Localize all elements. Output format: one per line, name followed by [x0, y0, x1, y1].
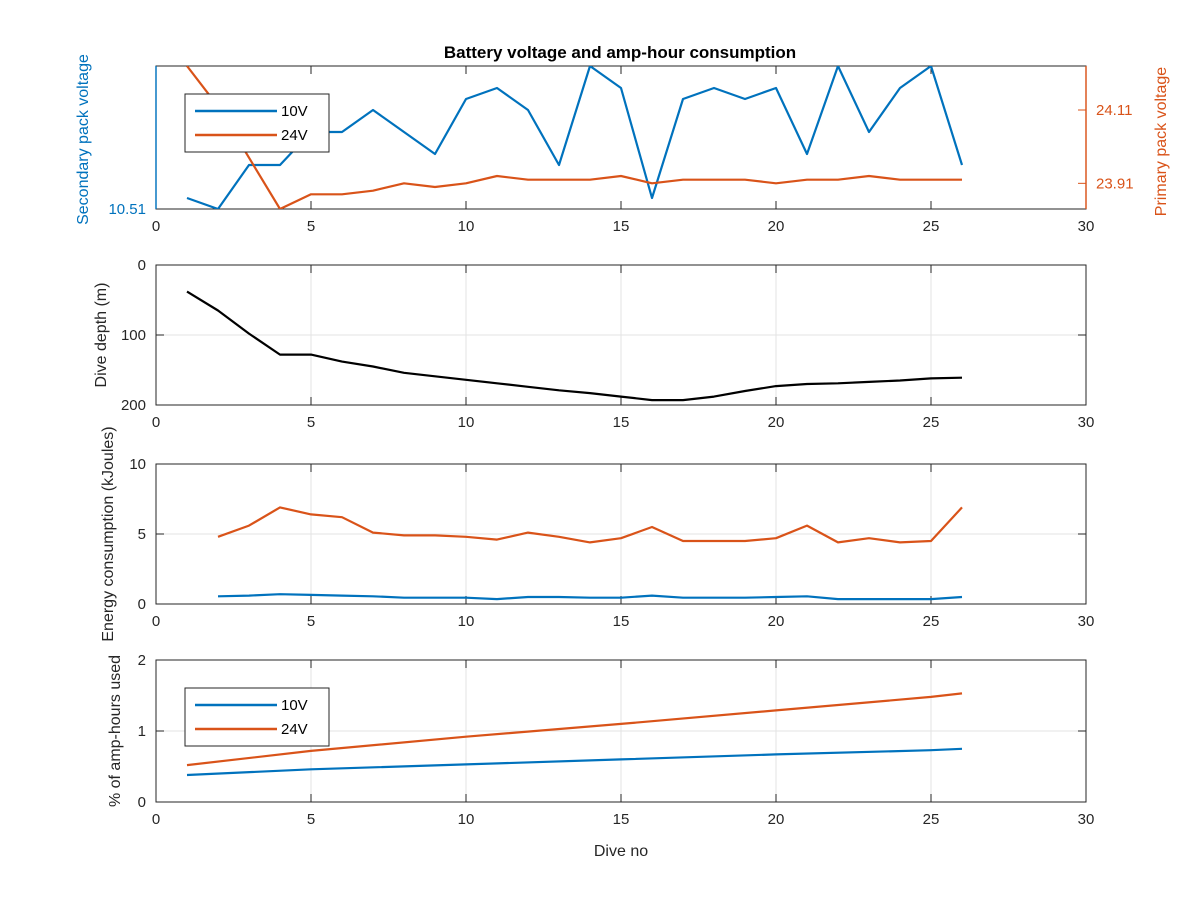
series-line-energy-10v: [217, 593, 963, 601]
y-tick-label: 10: [129, 456, 146, 473]
legend-label-24v: 24V: [281, 721, 308, 738]
x-tick-label: 10: [458, 218, 475, 235]
x-tick-label: 10: [458, 613, 475, 630]
x-tick-label: 0: [152, 218, 160, 235]
x-tick-label: 15: [613, 218, 630, 235]
x-tick-label: 5: [307, 218, 315, 235]
x-tick-label: 20: [768, 218, 785, 235]
axes-frame-amphours: [155, 659, 1087, 803]
legend-label-10v: 10V: [281, 103, 308, 120]
x-tick-label: 10: [458, 811, 475, 828]
x-tick-label: 30: [1078, 218, 1095, 235]
y-tick-label: 1: [138, 723, 146, 740]
y-axis-label-right: Primary pack voltage: [1153, 67, 1170, 216]
y-tick-label: 5: [138, 526, 146, 543]
y-axis-label: Energy consumption (kJoules): [100, 426, 117, 641]
x-tick-label: 15: [613, 811, 630, 828]
legend-box: [184, 93, 330, 153]
subplot-depth: 0 100 200 Dive depth (m) 0 5 10 15 20 25 30: [93, 257, 1094, 431]
x-tick-label: 25: [923, 218, 940, 235]
y-tick-label: 100: [121, 327, 146, 344]
legend-label-10v: 10V: [281, 697, 308, 714]
y-axis-label: % of amp-hours used: [107, 655, 124, 807]
legend-box: [184, 687, 330, 747]
x-tick-label: 5: [307, 414, 315, 431]
subplot-amphours: 0 1 2 % of amp-hours used 0 5 10 15 20 25 30 Dive n…: [107, 652, 1094, 860]
series-line-energy-24v: [217, 506, 963, 544]
axes-frame-depth: [155, 264, 1087, 406]
x-axis-label: Dive no: [594, 843, 648, 860]
axes-frame-energy: [155, 463, 1087, 605]
figure-title: Battery voltage and amp-hour consumption: [444, 43, 796, 62]
x-tick-label: 25: [923, 414, 940, 431]
y-tick-label: 2: [138, 652, 146, 669]
x-tick-label: 30: [1078, 613, 1095, 630]
x-tick-label: 5: [307, 613, 315, 630]
series-line-amphours-24v: [186, 692, 963, 767]
x-tick-label: 25: [923, 613, 940, 630]
right-tick-label: 24.11: [1096, 102, 1132, 119]
y-axis-label: Dive depth (m): [93, 283, 110, 388]
x-tick-label: 15: [613, 613, 630, 630]
right-tick-label: 23.91: [1096, 175, 1134, 192]
subplot-voltage: 10.51 24.11 23.91 Secondary pack voltage Pri…: [75, 54, 1170, 235]
series-line-voltage-24v: [186, 66, 962, 209]
x-tick-label: 20: [768, 414, 785, 431]
subplot-energy: 0 5 10 Energy consumption (kJoules) 0 5 10 15 20…: [100, 426, 1094, 641]
x-tick-label: 15: [613, 414, 630, 431]
x-tick-label: 5: [307, 811, 315, 828]
x-tick-label: 25: [923, 811, 940, 828]
y-tick-label: 0: [138, 794, 146, 811]
series-line-amphours-10v: [186, 747, 963, 777]
x-tick-label: 30: [1078, 414, 1095, 431]
y-tick-label: 0: [138, 257, 146, 274]
x-tick-label: 0: [152, 613, 160, 630]
x-tick-label: 30: [1078, 811, 1095, 828]
left-tick-label: 10.51: [108, 201, 146, 218]
x-tick-label: 0: [152, 811, 160, 828]
y-tick-label: 0: [138, 596, 146, 613]
y-axis-label-left: Secondary pack voltage: [75, 54, 92, 225]
legend-label-24v: 24V: [281, 127, 308, 144]
x-tick-label: 20: [768, 613, 785, 630]
x-tick-label: 10: [458, 414, 475, 431]
y-tick-label: 200: [121, 397, 146, 414]
series-line-depth-depth: [186, 290, 963, 402]
x-tick-label: 20: [768, 811, 785, 828]
x-tick-label: 0: [152, 414, 160, 431]
plots: 10.51 24.11 23.91 Secondary pack voltage Pri…: [75, 54, 1170, 860]
